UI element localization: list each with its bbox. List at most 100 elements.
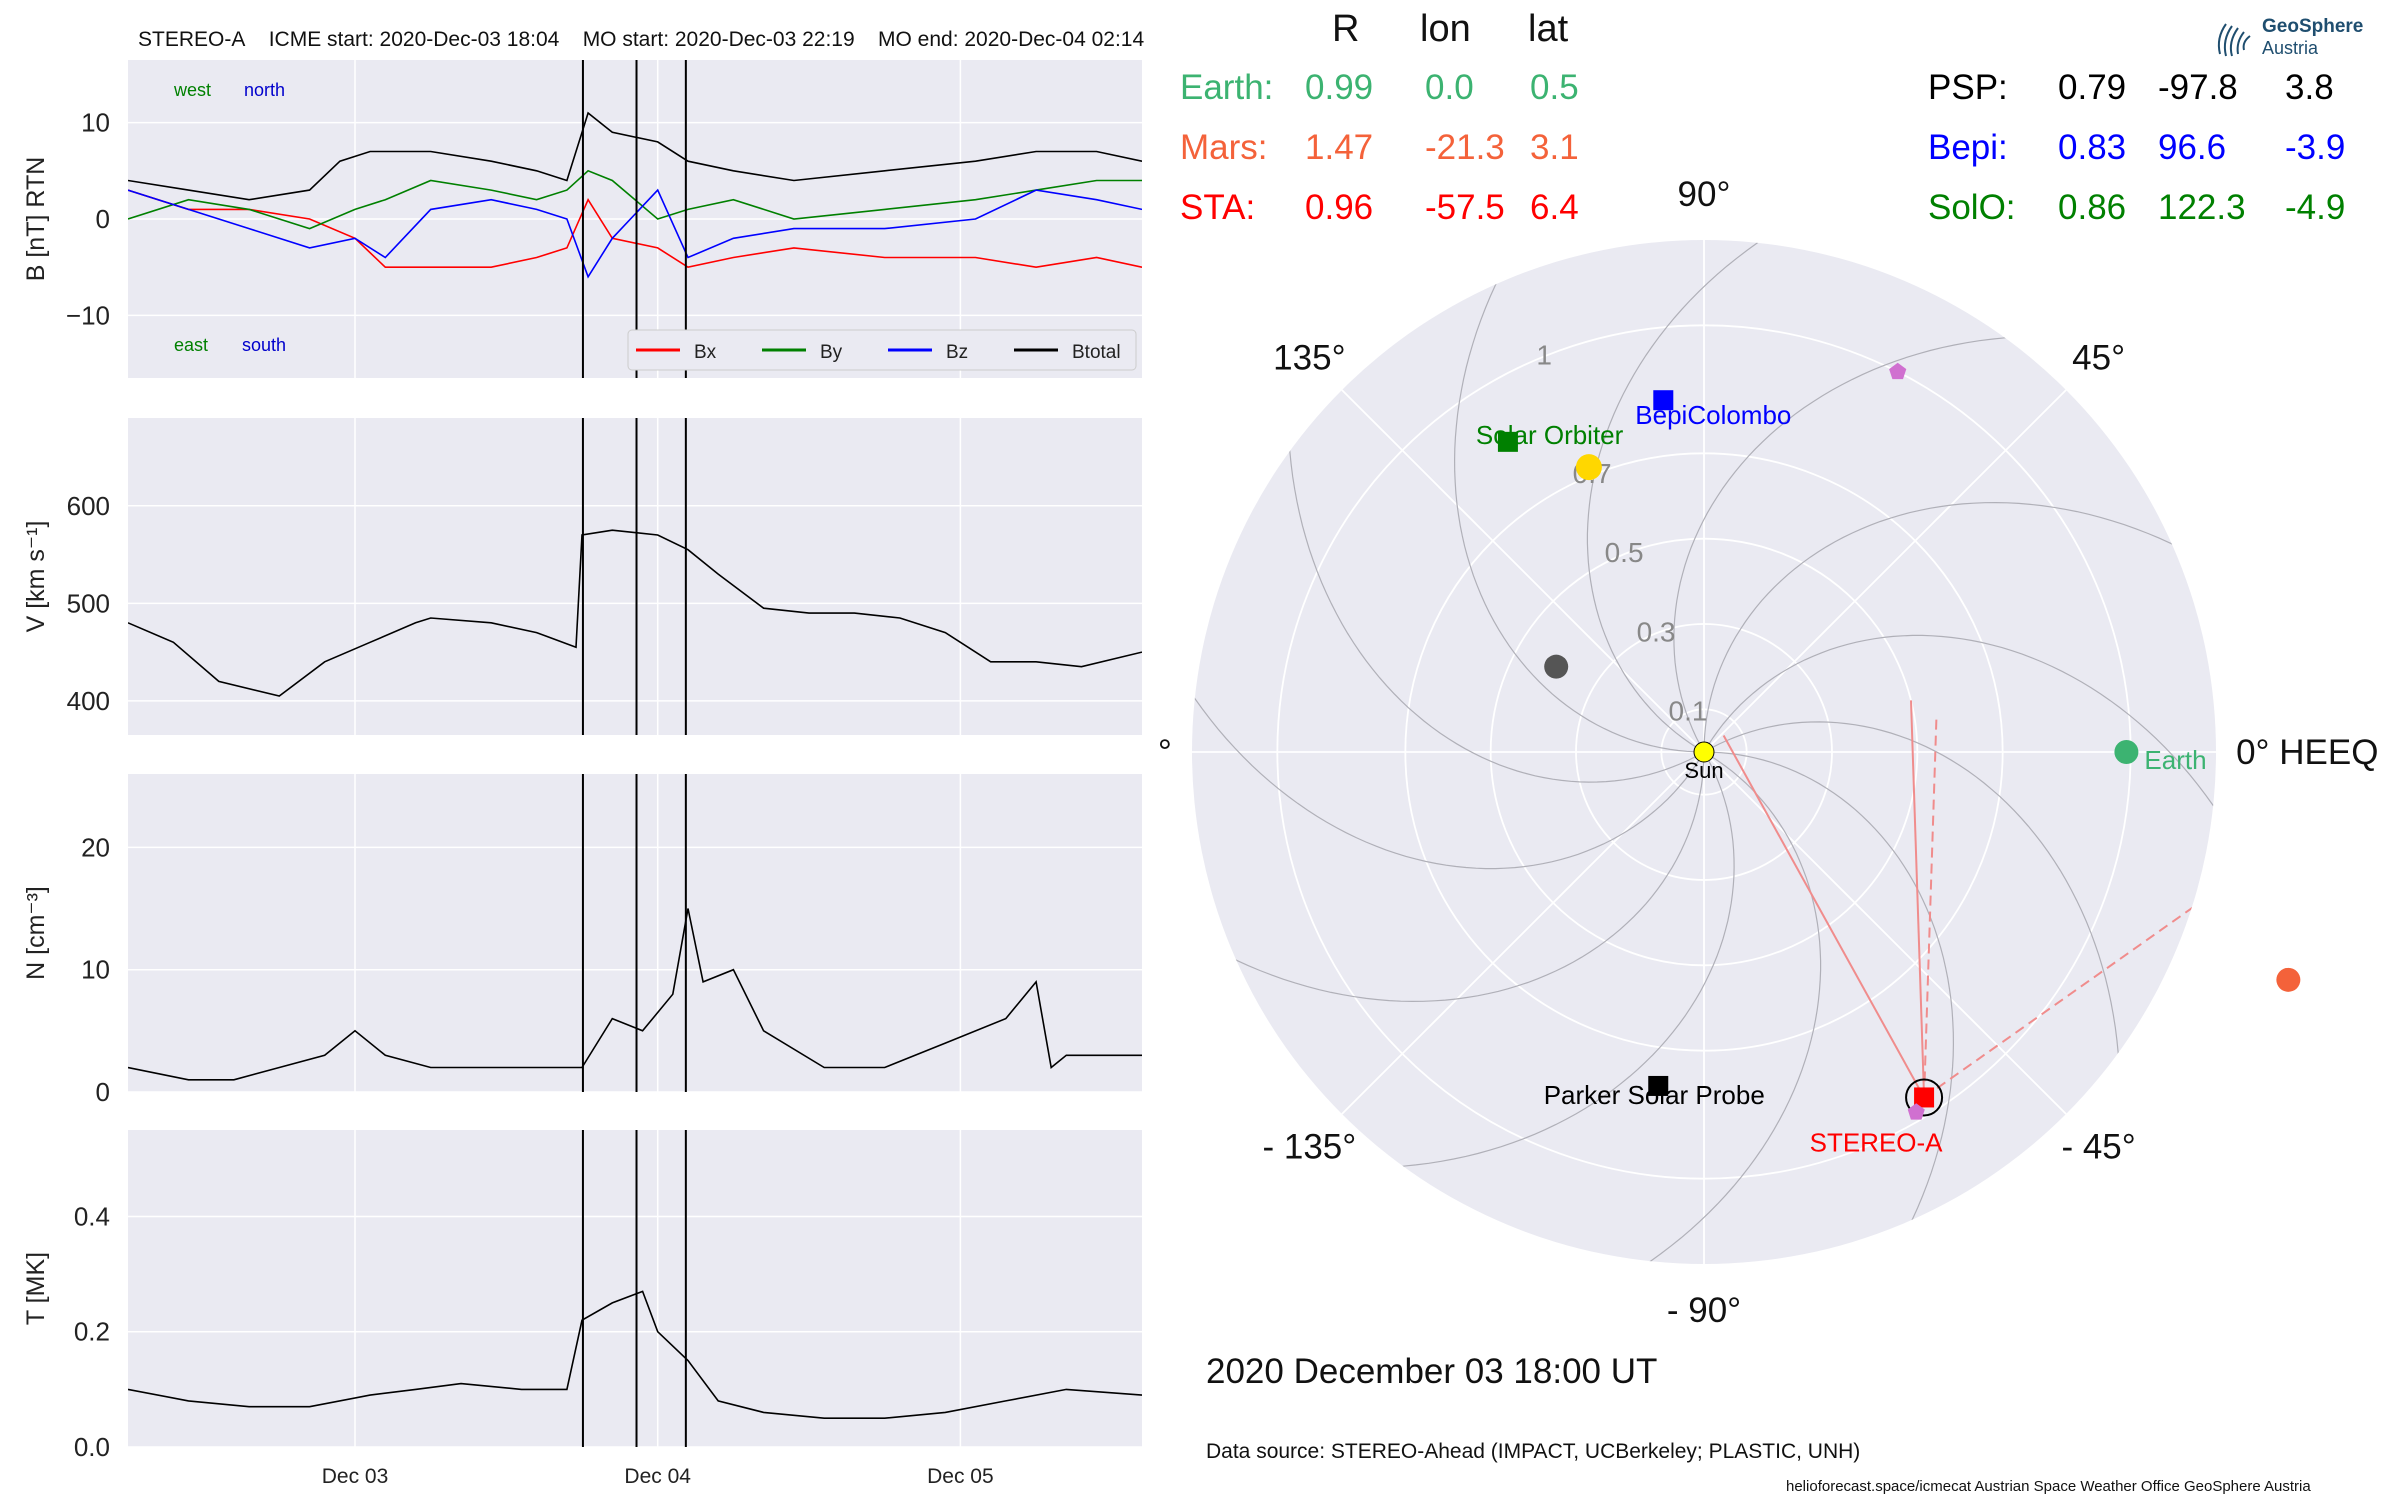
b-field-legend: Bx By Bz Btotal [627,329,1137,371]
header-icme-start: ICME start: 2020-Dec-03 18:04 [268,28,560,51]
body-object-violet-lower [1907,1103,1925,1120]
angular-grid-line [1341,389,1705,753]
table-header-lon: lon [1420,8,1471,50]
annotation-north: north [244,80,285,100]
position-left-1-name: Mars: [1180,128,1268,167]
annotation-west: west [173,80,211,100]
body-parker-solar-probe [1648,1075,1669,1096]
y-tick-label: 0 [96,204,110,234]
position-right-0-lon: -97.8 [2158,68,2238,107]
y-tick-label: 500 [67,588,110,618]
panel-background [128,1130,1142,1447]
angular-grid-line [1703,751,2067,1115]
legend-label: Bx [694,342,717,363]
legend-label: Btotal [1072,342,1121,363]
angle-label: 90° [1678,175,1731,214]
fov-line-0 [1722,735,1925,1098]
series-t [128,1290,1142,1419]
body-stereo-a-ring [1905,1078,1944,1117]
y-tick-label: 0.0 [74,1432,110,1462]
angle-label: 45° [2072,338,2125,377]
angle-labels: 90° 45° 0° HEEQ - 45° - 90° - 135° +/- 180° 135… [1160,175,2378,1330]
position-left-2-r: 0.96 [1305,188,1374,227]
position-right-1-name: Bepi: [1928,128,2008,167]
legend-label: Bz [946,342,968,363]
parker-spiral [1586,240,2010,749]
footer-credits: helioforecast.space/icmecat Austrian Spa… [1786,1478,2311,1495]
angle-label: 135° [1273,338,1345,377]
body-sun [1693,741,1715,763]
parker-spiral [1192,446,1701,870]
y-tick-label: 10 [81,955,110,985]
body-solar-orbiter [1497,431,1518,452]
body-stereo-a [1914,1087,1935,1108]
series-group [128,908,1142,1081]
angle-label: 0° HEEQ [2236,733,2378,772]
position-left-2-name: STA: [1180,188,1256,227]
series-v [128,529,1142,697]
data-source: Data source: STEREO-Ahead (IMPACT, UCBer… [1206,1440,1861,1463]
position-left-1-lat: 3.1 [1530,128,1579,167]
series-btotal [128,111,1142,201]
position-right-2-lon: 122.3 [2158,188,2246,227]
y-tick-label: 20 [81,832,110,862]
geosphere-logo: GeoSphere Austria [2212,12,2363,64]
position-left-0-lat: 0.5 [1530,68,1579,107]
radial-tick-label: 0.3 [1637,616,1676,647]
series-group [128,529,1142,697]
series-n [128,908,1142,1081]
position-left-0-name: Earth: [1180,68,1274,107]
header-mo-start: MO start: 2020-Dec-03 22:19 [582,28,855,51]
radial-tick-label: 1 [1536,339,1552,370]
y-tick-label: 0 [96,1077,110,1107]
angular-grid-line [1341,751,1705,1115]
angle-label: - 135° [1262,1128,1356,1167]
panel-speed: 600 500 400 V [km s⁻¹] [22,418,1142,735]
body-mars [2276,967,2301,992]
position-right-0-name: PSP: [1928,68,2008,107]
series-group [128,111,1142,279]
y-axis-label: T [MK] [22,1252,50,1325]
angle-label: +/- 180° [1160,733,1172,772]
y-tick-label: −10 [66,300,110,330]
y-tick-label: 400 [67,686,110,716]
body-earth [2114,740,2139,764]
y-axis-label: B [nT] RTN [22,157,50,282]
body-stereo-a-label: STEREO-A [1810,1127,1944,1157]
position-right-2-name: SolO: [1928,188,2016,227]
legend-label: By [820,342,843,363]
position-left-0-lon: 0.0 [1425,68,1474,107]
position-right-2-lat: -4.9 [2285,188,2346,227]
angular-grid-line [1703,389,2067,753]
y-tick-label: 10 [81,108,110,138]
position-left-2-lon: -57.5 [1425,188,1505,227]
panel-magnetic_field: 10 0 −10 B [nT] RTN [22,60,1142,378]
header-spacecraft: STEREO-A [138,28,246,51]
angle-label: - 90° [1667,1291,1741,1330]
position-right-1-lat: -3.9 [2285,128,2346,167]
body-markers: Sun Earth STEREO-A Parker Solar Probe BepiCo… [1476,362,2301,1157]
position-right-1-r: 0.83 [2058,128,2127,167]
body-solar-orbiter-label: Solar Orbiter [1476,420,1624,450]
panel-background [128,418,1142,735]
y-tick-label: 600 [67,491,110,521]
body-earth-label: Earth [2144,745,2206,775]
radial-tick-label: 0.1 [1669,695,1708,726]
angle-label: - 45° [2061,1128,2135,1167]
legend-box [627,329,1137,371]
body-sun-label: Sun [1684,758,1723,783]
date-label: 2020 December 03 18:00 UT [1206,1352,1658,1391]
y-tick-label: 0.4 [74,1201,110,1231]
body-mercury [1544,654,1569,679]
y-axis-label: N [cm⁻³] [22,886,50,980]
body-venus [1575,454,1602,481]
table-header-r: R [1332,8,1360,50]
time-series-panels: 10 0 −10 B [nT] RTN 600 500 400 V [km s⁻¹] 20 10 0… [22,60,1142,1488]
parker-spiral [1703,501,2216,744]
series-group [128,1290,1142,1419]
position-right-0-lat: 3.8 [2285,68,2334,107]
position-right-2-r: 0.86 [2058,188,2127,227]
series-bx [128,189,1142,269]
x-tick-label: Dec 05 [927,1465,994,1488]
position-right-0-r: 0.79 [2058,68,2127,107]
